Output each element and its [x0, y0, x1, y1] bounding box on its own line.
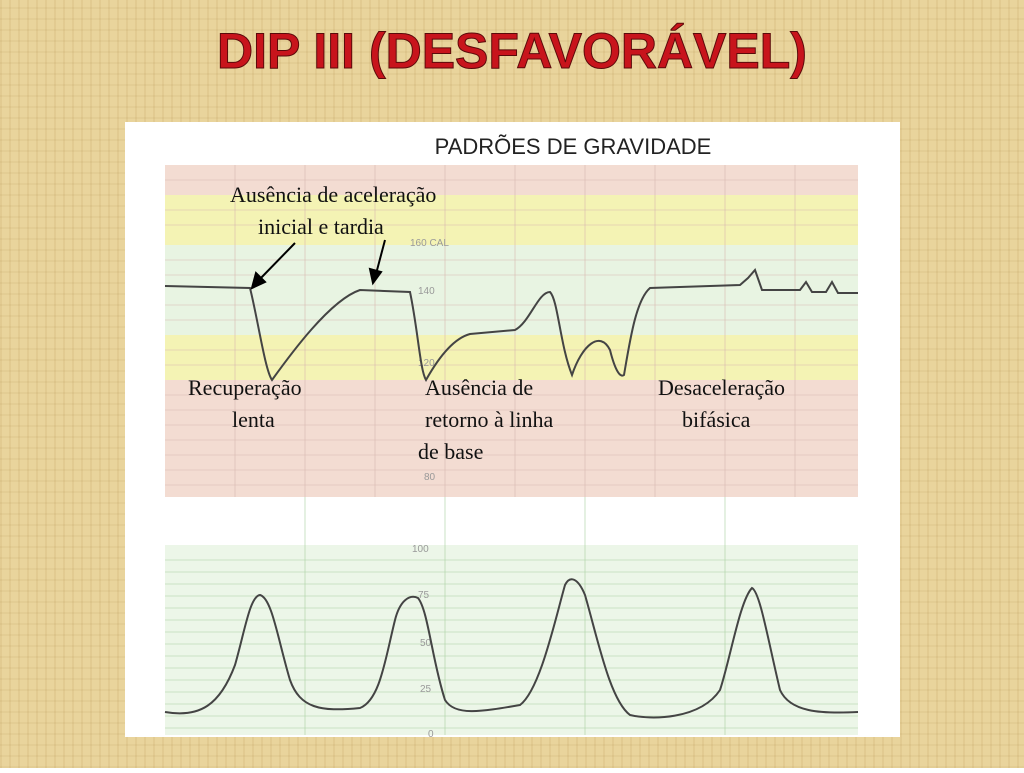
scale-label: 100 — [412, 544, 429, 555]
fhr-trace — [164, 268, 858, 382]
arrow — [250, 239, 386, 290]
scale-label: 160 CAL — [410, 238, 449, 249]
band — [165, 545, 858, 735]
annotation: retorno à linha — [425, 407, 554, 432]
scale-label: 80 — [424, 472, 436, 483]
scale-label: 0 — [428, 729, 434, 740]
annotation: lenta — [232, 407, 275, 432]
uterine-trace — [164, 578, 859, 719]
scale-label: 25 — [420, 684, 432, 695]
slide-title: DIP III (DESFAVORÁVEL) — [217, 23, 807, 79]
scale-label: 140 — [418, 286, 435, 297]
figure-title: PADRÕES DE GRAVIDADE — [435, 134, 712, 159]
annotation: Recuperação — [188, 375, 302, 400]
band — [165, 245, 858, 335]
figure: PADRÕES DE GRAVIDADE 160 CAL 140 120 80 … — [125, 122, 900, 740]
grid — [165, 165, 858, 497]
scale-label: 120 — [418, 358, 435, 369]
annotation: Ausência de — [425, 375, 533, 400]
band — [165, 335, 858, 380]
annotation: bifásica — [682, 407, 751, 432]
band — [165, 195, 858, 245]
scale-label: 50 — [420, 638, 432, 649]
scale-label: 75 — [418, 590, 430, 601]
band — [165, 380, 858, 497]
annotation: Desaceleração — [658, 375, 785, 400]
annotation: Ausência de aceleração — [230, 182, 436, 207]
grid — [165, 497, 858, 735]
annotation: de base — [418, 439, 483, 464]
annotation: inicial e tardia — [258, 214, 384, 239]
